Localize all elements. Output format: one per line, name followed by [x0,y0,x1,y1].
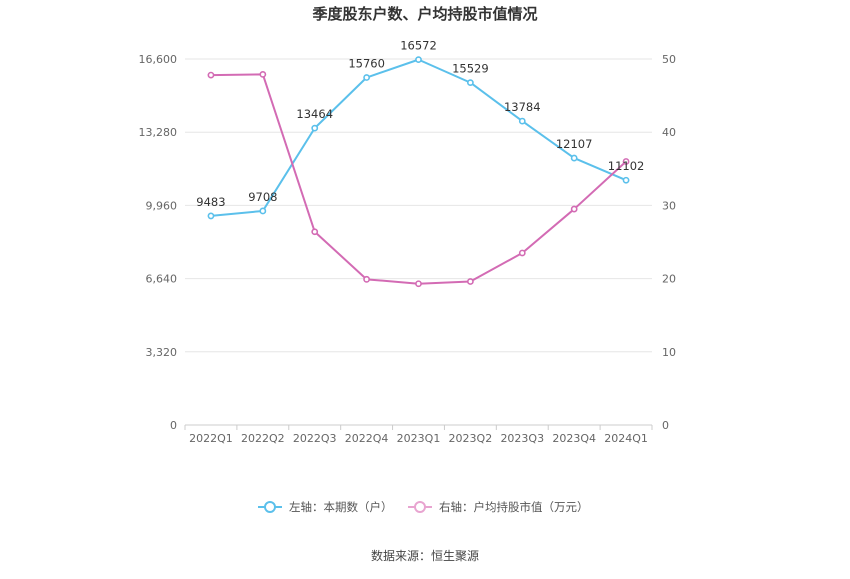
data-label: 9483 [196,195,225,209]
x-tick-label: 2022Q1 [189,432,233,445]
left-tick-label: 0 [170,419,177,432]
x-tick-label: 2022Q4 [345,432,389,445]
data-point-avg-value[interactable] [259,70,267,78]
data-point-households[interactable] [259,207,267,215]
data-point-households[interactable] [415,56,422,64]
data-point-households[interactable] [622,176,630,184]
x-tick-label: 2023Q2 [449,432,493,445]
chart-title: 季度股东户数、户均持股市值情况 [312,5,537,23]
right-axis: 0 10 20 30 40 50 [662,53,676,432]
data-point-avg-value[interactable] [207,71,215,79]
x-axis: 2022Q1 2022Q2 2022Q3 2022Q4 2023Q1 2023Q2 2023… [184,424,653,445]
legend: 左轴：本期数（户） 右轴：户均持股市值（万元） [258,500,589,514]
data-point-avg-value[interactable] [570,205,578,213]
right-tick-label: 10 [662,346,676,359]
x-tick-label: 2023Q3 [500,432,544,445]
data-label: 15529 [452,62,489,76]
data-point-households[interactable] [518,117,526,125]
legend-item-avg-value[interactable]: 右轴：户均持股市值（万元） [408,500,589,514]
data-point-households[interactable] [466,79,474,87]
series-line-avg-value [210,73,627,285]
legend-swatch-marker [264,501,276,513]
right-tick-label: 20 [662,273,676,286]
data-label: 11102 [608,159,645,173]
grid-lines [185,58,652,353]
x-tick-label: 2022Q3 [293,432,337,445]
data-label: 12107 [556,137,593,151]
data-point-avg-value[interactable] [311,228,319,236]
data-point-households[interactable] [570,154,578,162]
left-tick-label: 13,280 [139,126,178,139]
data-label: 9708 [248,190,277,204]
data-point-households[interactable] [207,212,215,220]
data-point-households[interactable] [311,124,319,132]
left-tick-label: 3,320 [146,346,178,359]
left-axis: 0 3,320 6,640 9,960 13,280 16,600 [139,53,178,432]
legend-item-households[interactable]: 左轴：本期数（户） [258,500,393,514]
x-tick-label: 2024Q1 [604,432,648,445]
left-tick-label: 6,640 [146,273,178,286]
data-label: 13464 [296,107,333,121]
data-point-avg-value[interactable] [622,158,630,165]
data-label: 15760 [348,57,385,71]
series-layer [207,56,630,288]
data-labels: 9483 9708 13464 15760 16572 15529 13784 12107 11… [196,39,644,209]
legend-swatch-marker [414,501,426,513]
legend-label-avg-value: 右轴：户均持股市值（万元） [439,500,589,514]
data-label: 16572 [400,39,437,53]
data-source: 数据来源：恒生聚源 [371,548,479,563]
right-tick-label: 50 [662,53,676,66]
data-point-avg-value[interactable] [518,249,526,257]
data-label: 13784 [504,100,541,114]
x-tick-label: 2023Q1 [397,432,441,445]
x-tick-label: 2022Q2 [241,432,285,445]
legend-label-households: 左轴：本期数（户） [289,500,393,514]
right-tick-label: 40 [662,126,676,139]
data-point-households[interactable] [363,74,371,81]
x-tick-label: 2023Q4 [552,432,596,445]
data-point-avg-value[interactable] [363,275,371,283]
right-tick-label: 30 [662,199,676,212]
left-tick-label: 16,600 [139,53,178,66]
data-point-avg-value[interactable] [466,278,474,285]
data-point-avg-value[interactable] [415,280,422,288]
right-tick-label: 0 [662,419,669,432]
left-tick-label: 9,960 [146,199,178,212]
